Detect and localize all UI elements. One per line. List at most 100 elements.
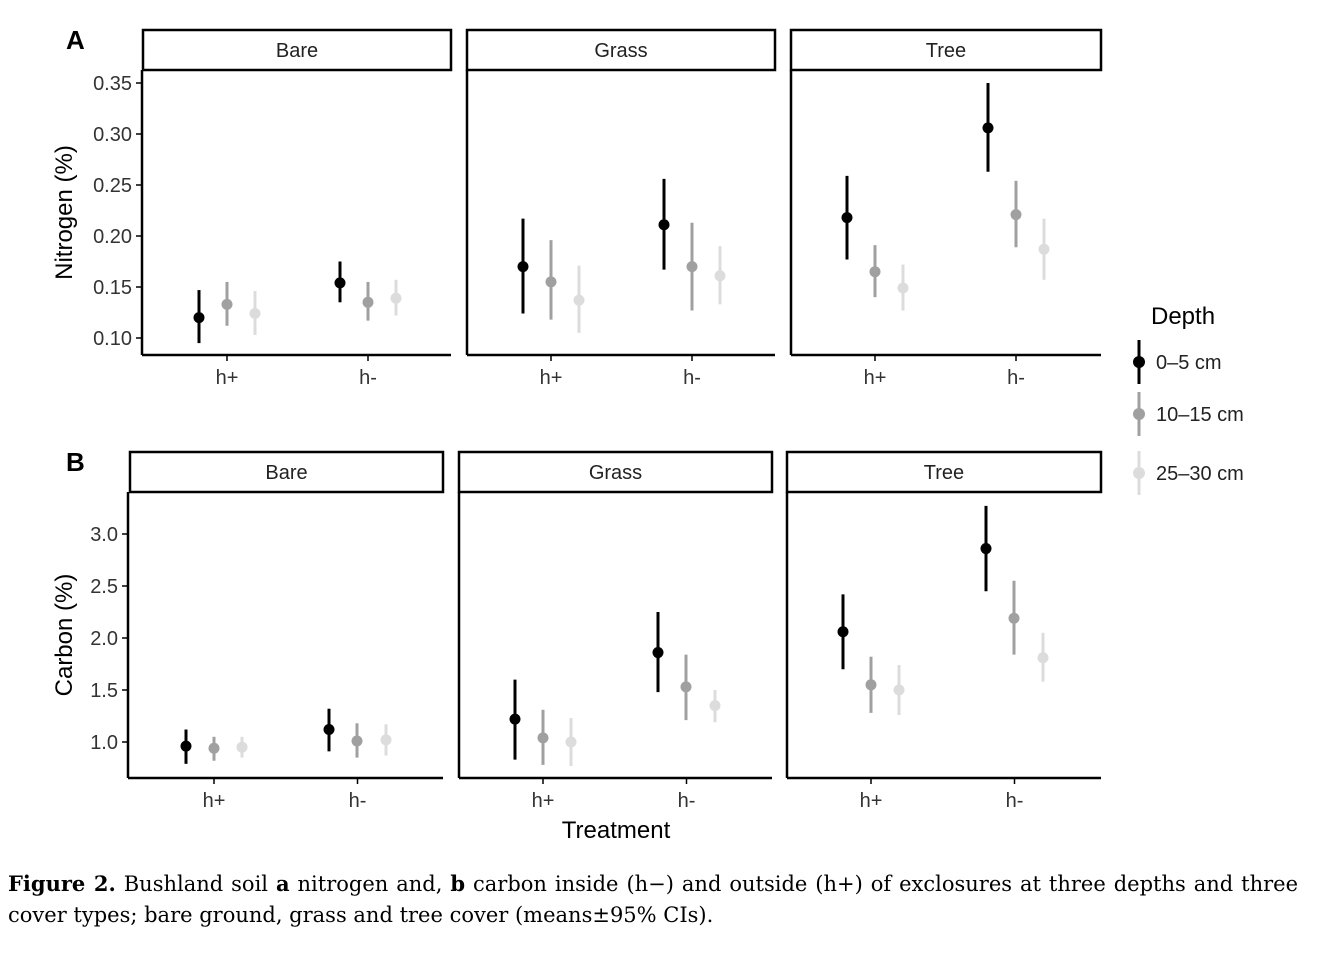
facet-grass: Grass h+ h-	[465, 28, 777, 389]
point-marker	[509, 713, 521, 725]
facet-strip	[128, 450, 445, 494]
point-marker	[236, 741, 248, 753]
x-tick-label: h-	[359, 367, 377, 389]
point-marker	[982, 122, 994, 134]
point-marker	[362, 296, 374, 308]
panel-a: A 0.10 0.15 0.20 0.25 0.30 0.35 Nitrogen (%) Bar…	[51, 25, 1103, 389]
facet-strip-label: Grass	[589, 462, 642, 484]
data-point-0-5-cm	[652, 612, 664, 693]
point-marker	[841, 212, 853, 224]
y-tick-label: 2.5	[90, 576, 118, 598]
point-marker	[865, 679, 877, 691]
x-tick-label: h+	[540, 367, 563, 389]
data-point-10-15-cm	[686, 222, 698, 311]
data-point-25-30-cm	[1037, 632, 1049, 682]
point-marker	[1038, 243, 1050, 255]
facet-bare: Bare h+ h-	[128, 450, 445, 812]
y-axis-label: Nitrogen (%)	[51, 145, 78, 280]
data-point-0-5-cm	[509, 679, 521, 760]
data-point-10-15-cm	[1008, 580, 1020, 655]
data-point-25-30-cm	[1038, 218, 1050, 280]
data-point-10-15-cm	[208, 736, 220, 761]
data-point-0-5-cm	[980, 505, 992, 592]
legend-item-25-30-cm: 25–30 cm	[1133, 451, 1244, 495]
point-marker	[658, 219, 670, 231]
data-point-0-5-cm	[193, 290, 205, 344]
legend-key-point	[1133, 467, 1145, 479]
facet-strip-label: Grass	[594, 40, 647, 62]
point-marker	[380, 734, 392, 746]
legend-item-label: 10–15 cm	[1156, 404, 1244, 426]
point-marker	[545, 276, 557, 288]
point-marker	[351, 735, 363, 747]
data-point-25-30-cm	[897, 264, 909, 311]
point-marker	[573, 294, 585, 306]
data-point-25-30-cm	[249, 291, 261, 335]
facet-grass: Grass h+ h-	[457, 450, 774, 812]
y-tick-label: 2.0	[90, 628, 118, 650]
data-point-0-5-cm	[841, 175, 853, 260]
caption-panel-ref: b	[450, 871, 466, 896]
point-marker	[680, 681, 692, 693]
facet-strip	[785, 450, 1103, 494]
x-tick-label: h+	[216, 367, 239, 389]
point-marker	[193, 312, 205, 324]
x-tick-label: h+	[532, 790, 555, 812]
legend-key-point	[1133, 356, 1145, 368]
x-tick-label: h+	[203, 790, 226, 812]
facet-bare: Bare h+ h-	[141, 28, 453, 389]
y-tick-label: 0.25	[93, 175, 132, 197]
caption-label: Figure 2.	[8, 871, 116, 896]
data-point-0-5-cm	[837, 594, 849, 670]
facet-strip-label: Bare	[265, 462, 307, 484]
caption-text-part: nitrogen and,	[289, 872, 451, 896]
data-point-0-5-cm	[982, 83, 994, 172]
point-marker	[537, 732, 549, 744]
caption-text-part: carbon inside (h−) and outside (h+) of e…	[8, 872, 1299, 927]
y-tick-label: 0.35	[93, 73, 132, 95]
x-tick-label: h-	[678, 790, 696, 812]
caption-text: Bushland soil a nitrogen and, b carbon i…	[8, 871, 1299, 927]
point-marker	[652, 647, 664, 659]
panel-label: B	[66, 447, 85, 477]
point-marker	[714, 270, 726, 282]
point-marker	[709, 700, 721, 712]
point-marker	[1037, 652, 1049, 664]
data-point-25-30-cm	[390, 279, 402, 316]
x-tick-label: h-	[349, 790, 367, 812]
data-point-10-15-cm	[680, 654, 692, 721]
panel-b: B 1.0 1.5 2.0 2.5 3.0 Carbon (%) Bare h+ h- Grass h…	[51, 447, 1103, 844]
point-marker	[334, 277, 346, 289]
legend-item-label: 0–5 cm	[1156, 352, 1222, 374]
data-point-0-5-cm	[334, 261, 346, 303]
data-point-10-15-cm	[362, 281, 374, 321]
legend: Depth 0–5 cm 10–15 cm 25–30 cm	[1133, 303, 1244, 495]
data-point-10-15-cm	[1010, 180, 1022, 248]
data-point-25-30-cm	[573, 265, 585, 333]
point-marker	[180, 740, 192, 752]
point-marker	[893, 684, 905, 696]
point-marker	[837, 626, 849, 638]
data-point-10-15-cm	[869, 245, 881, 298]
data-point-0-5-cm	[517, 218, 529, 314]
facet-tree: Tree h+ h-	[789, 28, 1103, 389]
point-marker	[208, 742, 220, 754]
y-axis-label: Carbon (%)	[51, 574, 78, 697]
point-marker	[980, 543, 992, 555]
facet-strip	[457, 450, 774, 494]
facet-strip-label: Bare	[276, 40, 318, 62]
point-marker	[517, 261, 529, 273]
x-tick-label: h-	[1007, 367, 1025, 389]
data-point-10-15-cm	[865, 656, 877, 713]
y-tick-label: 3.0	[90, 524, 118, 546]
caption-text-part: Bushland soil	[115, 872, 276, 896]
facet-strip-label: Tree	[926, 40, 966, 62]
point-marker	[686, 261, 698, 273]
data-point-25-30-cm	[893, 665, 905, 715]
point-marker	[565, 736, 577, 748]
figure-caption: Figure 2. Bushland soil a nitrogen and, …	[8, 868, 1298, 931]
point-marker	[323, 724, 335, 736]
data-point-25-30-cm	[236, 736, 248, 758]
legend-item-0-5-cm: 0–5 cm	[1133, 340, 1222, 384]
figure: A 0.10 0.15 0.20 0.25 0.30 0.35 Nitrogen (%) Bar…	[51, 25, 1244, 844]
